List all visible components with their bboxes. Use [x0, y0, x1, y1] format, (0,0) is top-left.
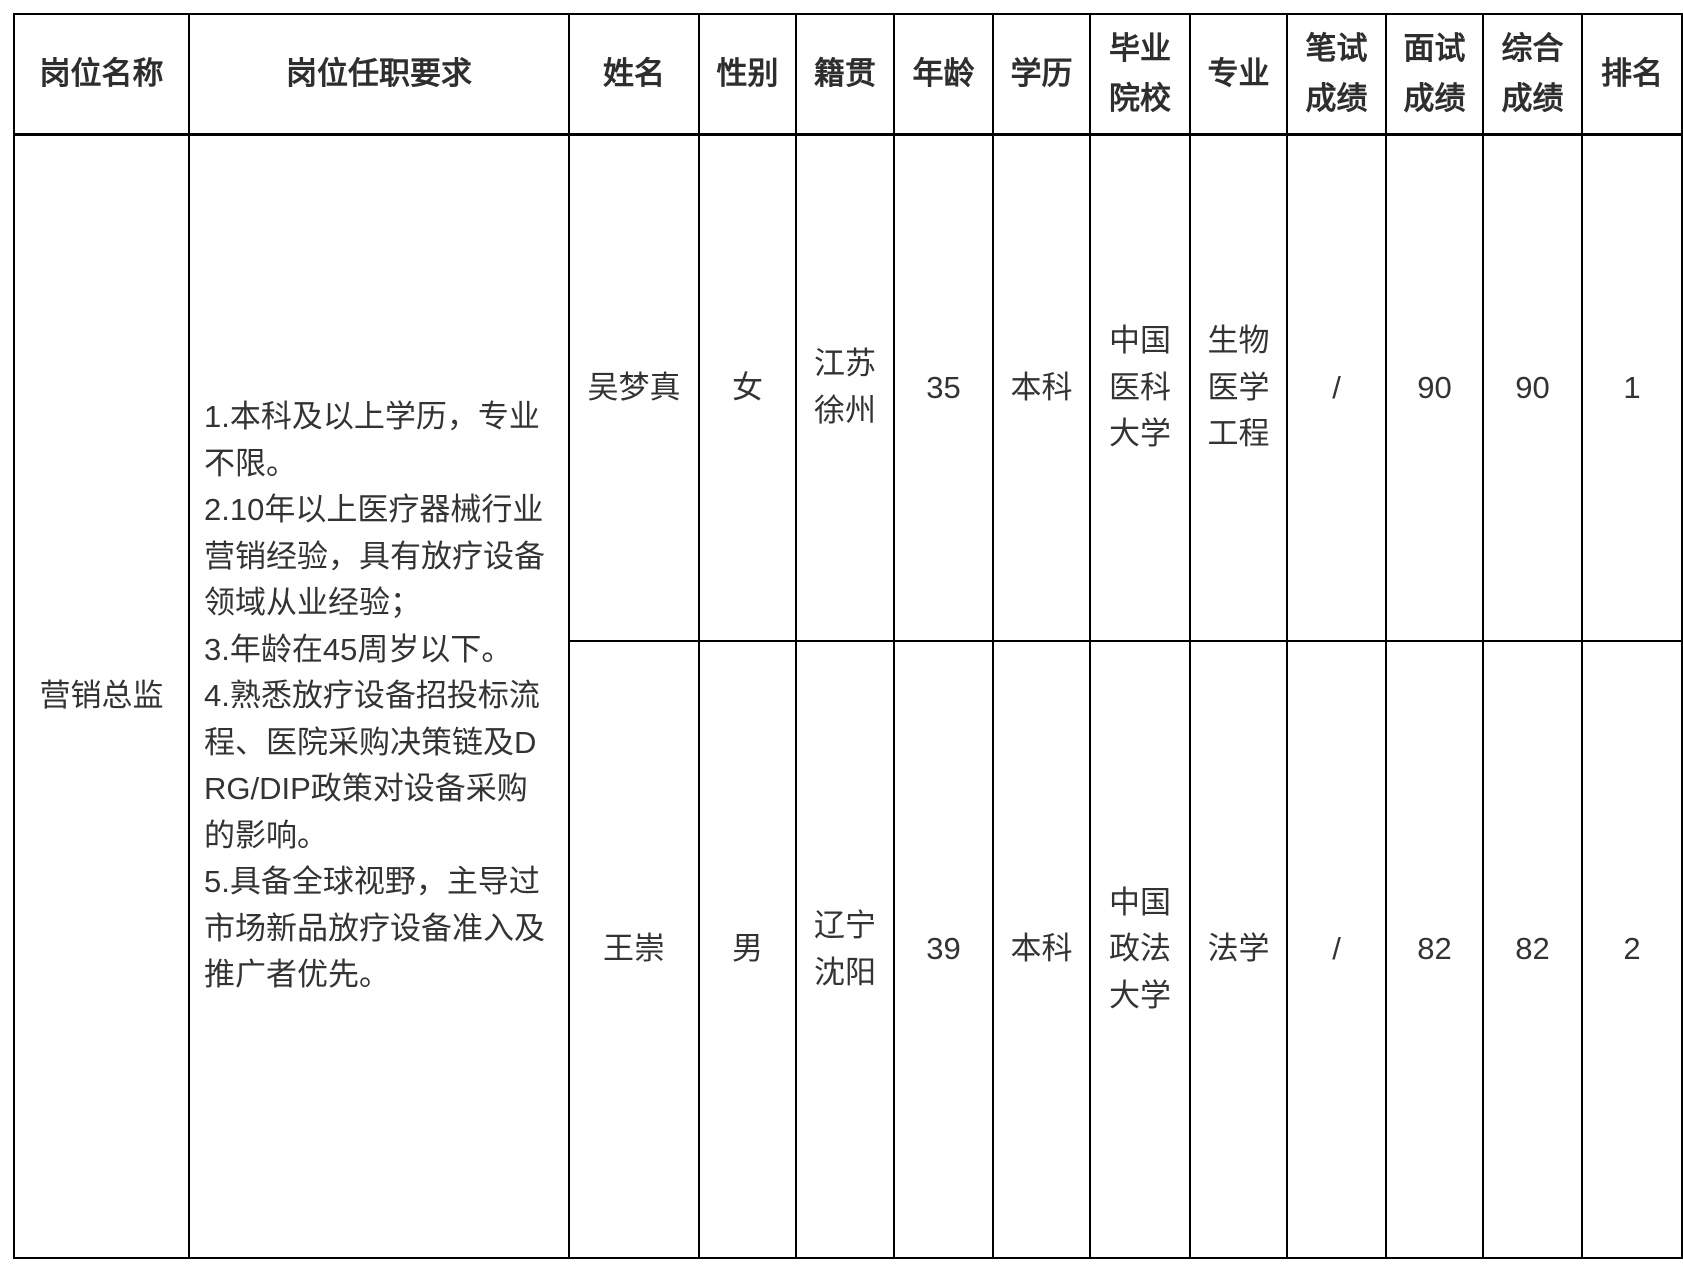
- header-interview-score: 面试成绩: [1385, 13, 1484, 136]
- requirement-item-1: 1.本科及以上学历，专业不限。: [204, 399, 540, 481]
- candidate-written-score-cell: /: [1286, 133, 1387, 642]
- candidate-age-cell: 39: [893, 640, 994, 1259]
- header-rank: 排名: [1581, 13, 1683, 136]
- candidate-education-cell: 本科: [992, 640, 1091, 1259]
- header-overall-score: 综合成绩: [1482, 13, 1583, 136]
- candidate-gender-cell: 女: [698, 133, 797, 642]
- candidate-school-cell: 中国医科大学: [1089, 133, 1191, 642]
- header-school: 毕业院校: [1089, 13, 1191, 136]
- recruitment-results-table: 岗位名称 岗位任职要求 姓名 性别 籍贯 年龄 学历 毕业院校 专业 笔试成绩 …: [13, 13, 1683, 1259]
- candidate-interview-score-cell: 90: [1385, 133, 1484, 642]
- header-major: 专业: [1189, 13, 1288, 136]
- candidate-age-cell: 35: [893, 133, 994, 642]
- candidate-major-cell: 法学: [1189, 640, 1288, 1259]
- candidate-overall-score-cell: 90: [1482, 133, 1583, 642]
- header-age: 年龄: [893, 13, 994, 136]
- candidate-rank-cell: 1: [1581, 133, 1683, 642]
- candidate-row: 王崇 男 辽宁沈阳 39 本科 中国政法大学 法学 / 82 82 2: [14, 640, 1683, 1259]
- position-name-cell: 营销总监: [13, 133, 190, 1259]
- candidate-major-cell: 生物医学工程: [1189, 133, 1288, 642]
- candidate-written-score-cell: /: [1286, 640, 1387, 1259]
- header-position-requirements: 岗位任职要求: [188, 13, 570, 136]
- candidate-row: 营销总监 1.本科及以上学历，专业不限。 2.10年以上医疗器械行业营销经验，具…: [13, 133, 1683, 1259]
- header-hometown: 籍贯: [795, 13, 895, 136]
- header-name: 姓名: [568, 13, 700, 136]
- candidate-gender-cell: 男: [698, 640, 797, 1259]
- header-row: 岗位名称 岗位任职要求 姓名 性别 籍贯 年龄 学历 毕业院校 专业 笔试成绩 …: [13, 13, 1683, 136]
- header-position-name: 岗位名称: [13, 13, 190, 136]
- candidate-hometown-cell: 辽宁沈阳: [795, 640, 895, 1259]
- header-written-score: 笔试成绩: [1286, 13, 1387, 136]
- requirement-item-5: 5.具备全球视野，主导过市场新品放疗设备准入及推广者优先。: [204, 864, 545, 992]
- candidate-interview-score-cell: 82: [1385, 640, 1484, 1259]
- candidate-name-cell: 吴梦真: [568, 133, 700, 642]
- candidate-rank-cell: 2: [1581, 640, 1683, 1259]
- requirement-item-3: 3.年龄在45周岁以下。: [204, 631, 513, 667]
- position-requirements-cell: 1.本科及以上学历，专业不限。 2.10年以上医疗器械行业营销经验，具有放疗设备…: [188, 133, 570, 1259]
- candidate-overall-score-cell: 82: [1482, 640, 1583, 1259]
- header-education: 学历: [992, 13, 1091, 136]
- candidate-education-cell: 本科: [992, 133, 1091, 642]
- candidate-school-cell: 中国政法大学: [1089, 640, 1191, 1259]
- candidate-name-cell: 王崇: [568, 640, 700, 1259]
- candidate-hometown-cell: 江苏徐州: [795, 133, 895, 642]
- header-gender: 性别: [698, 13, 797, 136]
- requirement-item-4: 4.熟悉放疗设备招投标流程、医院采购决策链及DRG/DIP政策对设备采购的影响。: [204, 678, 540, 853]
- requirement-item-2: 2.10年以上医疗器械行业营销经验，具有放疗设备领域从业经验；: [204, 492, 545, 620]
